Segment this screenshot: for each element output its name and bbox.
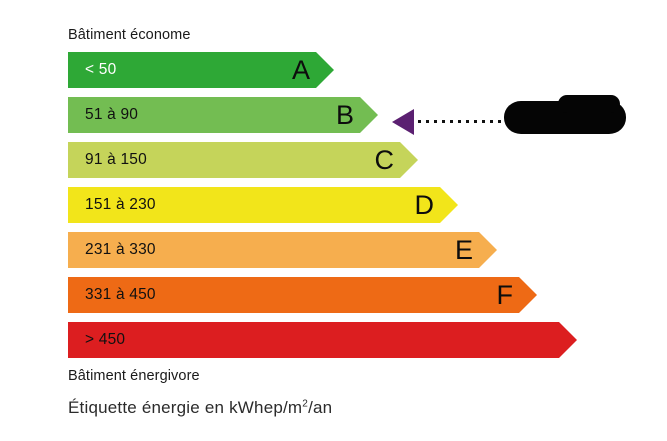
grade-letter: E xyxy=(454,234,473,265)
grade-bar-d: 151 à 230 D xyxy=(68,187,458,223)
grade-letter: C xyxy=(374,144,394,175)
grade-row-f: 331 à 450 F xyxy=(68,277,537,313)
grade-row-d: 151 à 230 D xyxy=(68,187,458,223)
grade-pointer-arrow-icon xyxy=(392,109,414,135)
unit-label-suffix: /an xyxy=(308,398,333,417)
grade-bar-g: > 450 xyxy=(68,322,577,358)
grade-letter: A xyxy=(291,54,310,85)
grade-range-label: 331 à 450 xyxy=(85,286,156,303)
unit-label: Étiquette énergie en kWhep/m2/an xyxy=(68,398,332,418)
grade-row-a: < 50 A xyxy=(68,52,334,88)
grade-range-label: 151 à 230 xyxy=(85,196,156,213)
grade-bar-b: 51 à 90 B xyxy=(68,97,378,133)
pointer-leader-line xyxy=(418,120,508,123)
grade-range-label: 231 à 330 xyxy=(85,241,156,258)
unit-label-superscript: 2 xyxy=(302,398,309,410)
grade-letter: F xyxy=(496,279,513,310)
grade-row-g: > 450 xyxy=(68,322,577,358)
grade-letter: D xyxy=(414,189,434,220)
grade-bar-f: 331 à 450 F xyxy=(68,277,537,313)
redacted-value-mark xyxy=(504,95,626,134)
grade-range-label: > 450 xyxy=(85,331,126,348)
grade-range-label: 51 à 90 xyxy=(85,106,139,123)
grade-bar-e: 231 à 330 E xyxy=(68,232,497,268)
grade-letter: B xyxy=(335,99,354,130)
grade-row-c: 91 à 150 C xyxy=(68,142,418,178)
grade-row-e: 231 à 330 E xyxy=(68,232,497,268)
energy-scale: < 50 A 51 à 90 B 91 à 150 C 151 à 230 D 231 à 33… xyxy=(0,52,667,362)
grade-bar-c: 91 à 150 C xyxy=(68,142,418,178)
grade-range-label: 91 à 150 xyxy=(85,151,147,168)
unit-label-text: Étiquette énergie en kWhep/m xyxy=(68,398,303,417)
grade-row-b: 51 à 90 B xyxy=(68,97,378,133)
grade-bar-a: < 50 A xyxy=(68,52,334,88)
caption-efficient-building: Bâtiment économe xyxy=(68,27,191,43)
grade-range-label: < 50 xyxy=(85,61,117,78)
caption-energy-intensive-building: Bâtiment énergivore xyxy=(68,368,200,384)
